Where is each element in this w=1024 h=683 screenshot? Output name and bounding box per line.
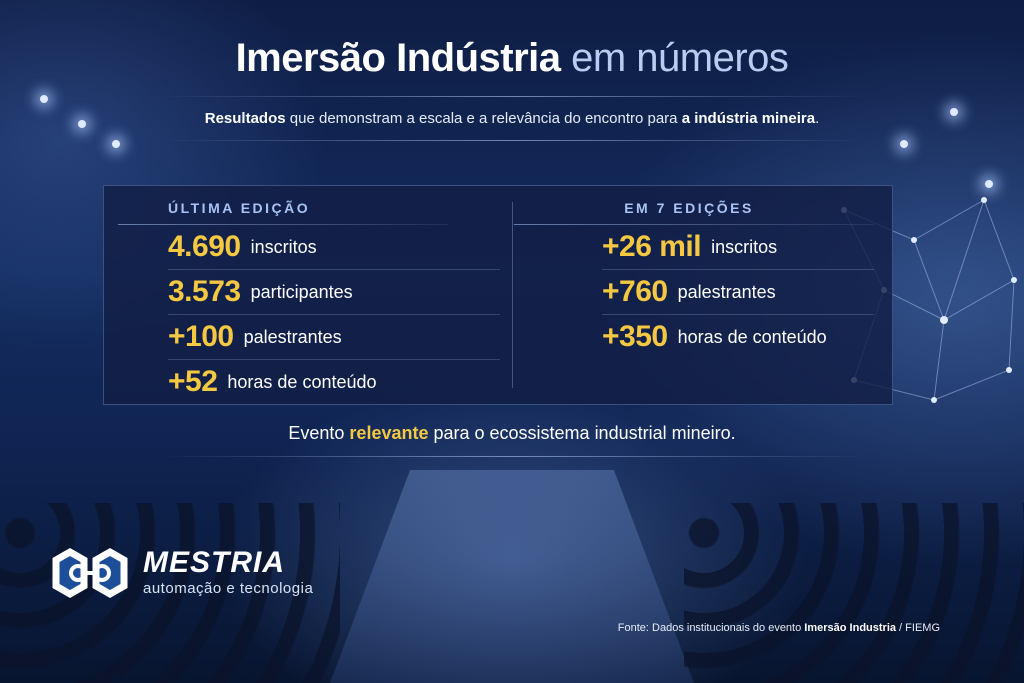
subtitle-period: . xyxy=(815,110,820,127)
heading-divider xyxy=(514,224,874,225)
stat-row: 3.573 participantes xyxy=(168,270,500,315)
stats-panel: ÚLTIMA EDIÇÃO 4.690 inscritos 3.573 part… xyxy=(103,185,893,405)
stat-value: 3.573 xyxy=(168,275,241,308)
stage-light xyxy=(950,108,958,116)
title-light: em números xyxy=(571,36,789,80)
stat-row: 4.690 inscritos xyxy=(168,225,500,270)
source-note: Fonte: Dados institucionais do evento Im… xyxy=(618,622,940,634)
tagline: Evento relevante para o ecossistema indu… xyxy=(0,423,1024,444)
brand-tagline: automação e tecnologia xyxy=(143,580,314,597)
stat-row: +26 mil inscritos xyxy=(602,225,874,270)
last-edition-heading: ÚLTIMA EDIÇÃO xyxy=(168,200,311,216)
subtitle-middle: que demonstram a escala e a relevância d… xyxy=(285,110,682,127)
title-divider xyxy=(160,96,866,97)
subtitle-bold-start: Resultados xyxy=(204,110,286,127)
stat-value: +350 xyxy=(602,320,668,353)
source-post: / FIEMG xyxy=(896,622,940,634)
seven-editions-heading: EM 7 EDIÇÕES xyxy=(624,200,754,216)
seven-editions-column: EM 7 EDIÇÕES +26 mil inscritos +760 pale… xyxy=(514,186,874,359)
column-divider xyxy=(512,202,513,388)
audience-right xyxy=(684,503,1024,683)
stat-label: horas de conteúdo xyxy=(677,326,827,347)
title-bold: Imersão Indústria xyxy=(235,36,561,80)
stage-backdrop xyxy=(330,470,694,683)
stat-label: palestrantes xyxy=(243,326,342,347)
stat-value: +26 mil xyxy=(602,230,702,263)
stage-light xyxy=(900,140,908,148)
stat-row: +52 horas de conteúdo xyxy=(168,360,500,404)
stat-label: participantes xyxy=(250,281,353,302)
stat-value: +100 xyxy=(168,320,234,353)
tagline-post: para o ecossistema industrial mineiro. xyxy=(428,423,736,443)
source-bold: Imersão Industria xyxy=(804,622,896,634)
subtitle: Resultados que demonstram a escala e a r… xyxy=(0,110,1024,127)
stat-row: +350 horas de conteúdo xyxy=(602,315,874,359)
stage-light xyxy=(985,180,993,188)
mestria-logo-icon xyxy=(52,547,128,599)
brand-name: MESTRIA xyxy=(143,546,285,579)
stat-row: +100 palestrantes xyxy=(168,315,500,360)
stat-label: palestrantes xyxy=(677,281,776,302)
subtitle-bold-end: a indústria mineira xyxy=(681,110,816,127)
stage-light xyxy=(112,140,120,148)
stat-value: +760 xyxy=(602,275,668,308)
heading-divider xyxy=(118,224,448,225)
stat-label: horas de conteúdo xyxy=(227,371,377,392)
page-title: Imersão Indústria em números xyxy=(0,36,1024,81)
stat-value: 4.690 xyxy=(168,230,241,263)
tagline-highlight: relevante xyxy=(349,423,429,443)
stat-value: +52 xyxy=(168,365,218,398)
subtitle-divider xyxy=(160,140,866,141)
stat-label: inscritos xyxy=(250,236,317,257)
audience-left xyxy=(0,503,340,683)
stage-light xyxy=(78,120,86,128)
stat-row: +760 palestrantes xyxy=(602,270,874,315)
stage-light xyxy=(40,95,48,103)
stat-label: inscritos xyxy=(711,236,778,257)
source-pre: Fonte: Dados institucionais do evento xyxy=(617,622,805,634)
tagline-divider xyxy=(160,456,866,457)
tagline-pre: Evento xyxy=(288,423,350,443)
last-edition-column: ÚLTIMA EDIÇÃO 4.690 inscritos 3.573 part… xyxy=(118,186,500,404)
